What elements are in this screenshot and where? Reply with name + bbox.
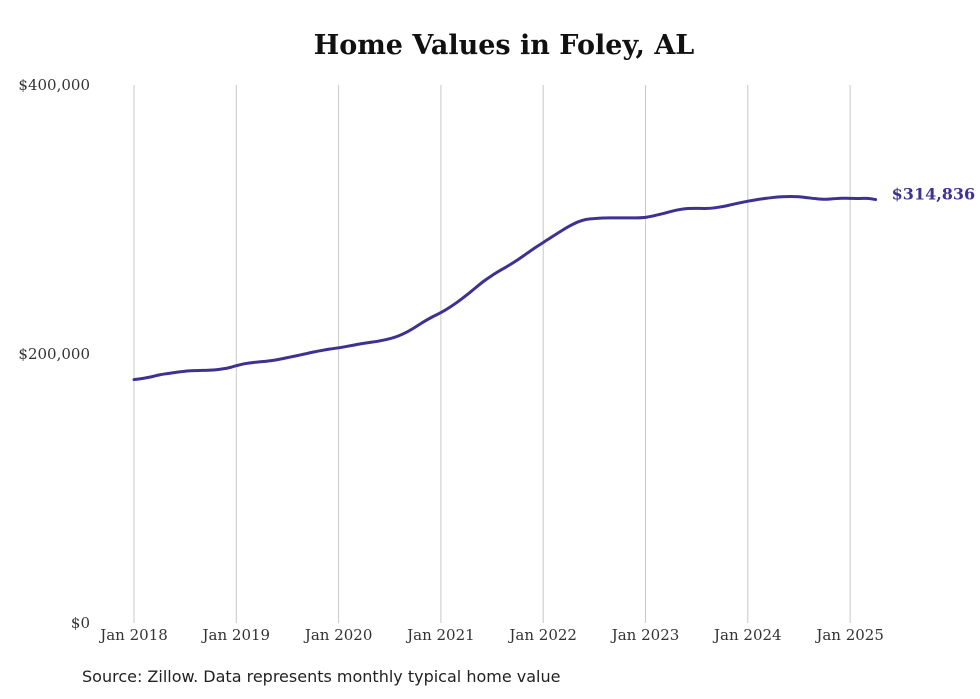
y-tick-label-0: $0 (71, 614, 90, 632)
y-axis-ticks: $0 $200,000 $400,000 (18, 76, 90, 632)
x-axis-ticks: Jan 2018 Jan 2019 Jan 2020 Jan 2021 Jan 2022… (98, 626, 884, 644)
x-tick-label-2: Jan 2020 (303, 626, 373, 644)
end-value-label-0: $314,836 (892, 185, 976, 204)
series-line-0 (132, 195, 878, 382)
y-tick-label-2: $400,000 (18, 76, 90, 94)
grid-lines (133, 85, 851, 623)
x-tick-label-7: Jan 2025 (814, 626, 884, 644)
x-tick-label-0: Jan 2018 (98, 626, 168, 644)
series-layer: $314,836 (132, 185, 976, 382)
x-tick-label-3: Jan 2021 (405, 626, 475, 644)
x-tick-label-4: Jan 2022 (507, 626, 577, 644)
y-tick-label-1: $200,000 (18, 345, 90, 363)
line-chart: $0$200,000$400,000 Jan 2018 Jan 2019 Jan 2… (18, 76, 976, 644)
x-tick-label-6: Jan 2024 (712, 626, 782, 644)
chart-title: Home Values in Foley, AL (313, 30, 695, 61)
source-note: Source: Zillow. Data represents monthly … (82, 667, 561, 686)
x-tick-label-1: Jan 2019 (201, 626, 271, 644)
x-tick-label-5: Jan 2023 (610, 626, 680, 644)
